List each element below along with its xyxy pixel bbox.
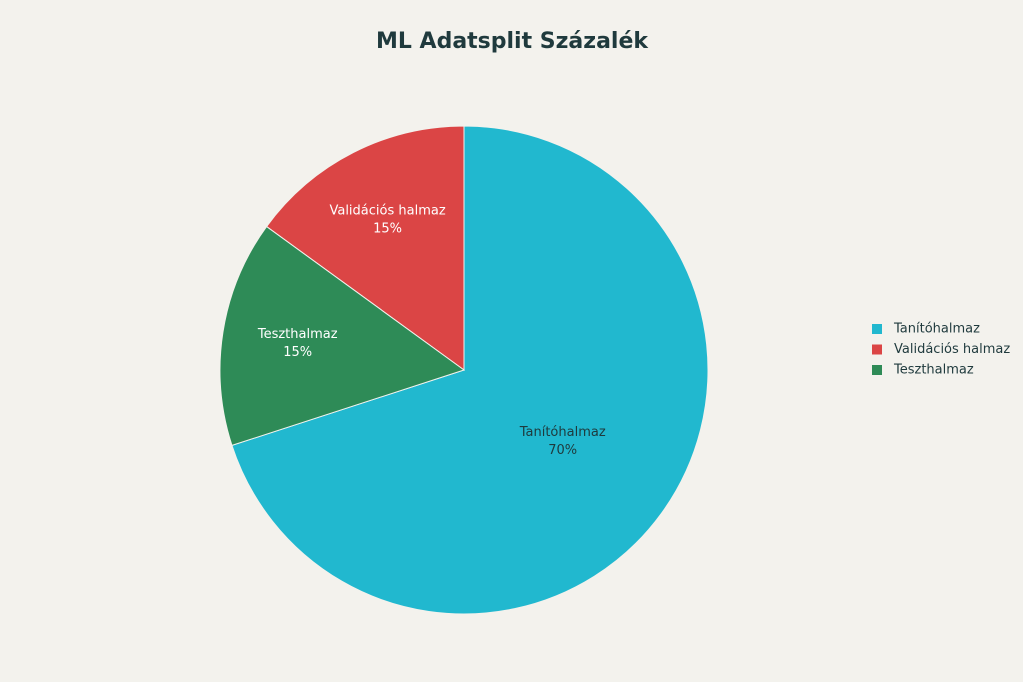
- pie-slice: [231, 125, 709, 615]
- legend-label: Teszthalmaz: [893, 363, 974, 378]
- chart-title: ML Adatsplit Százalék: [376, 29, 649, 54]
- legend-label: Validációs halmaz: [894, 342, 1010, 357]
- legend-swatch: [872, 324, 882, 334]
- pie-slice: [219, 225, 466, 447]
- slice-label: Teszthalmaz: [257, 327, 338, 342]
- legend-swatch: [872, 344, 882, 355]
- legend-label: Tanítóhalmaz: [893, 322, 980, 337]
- legend-swatch: [872, 365, 882, 375]
- slice-label: Validációs halmaz: [329, 203, 445, 218]
- slice-value-label: 70%: [548, 443, 577, 458]
- slice-value-label: 15%: [373, 221, 402, 236]
- pie-slice: [265, 125, 465, 371]
- slice-value-label: 15%: [283, 345, 312, 360]
- slice-label: Tanítóhalmaz: [519, 425, 606, 440]
